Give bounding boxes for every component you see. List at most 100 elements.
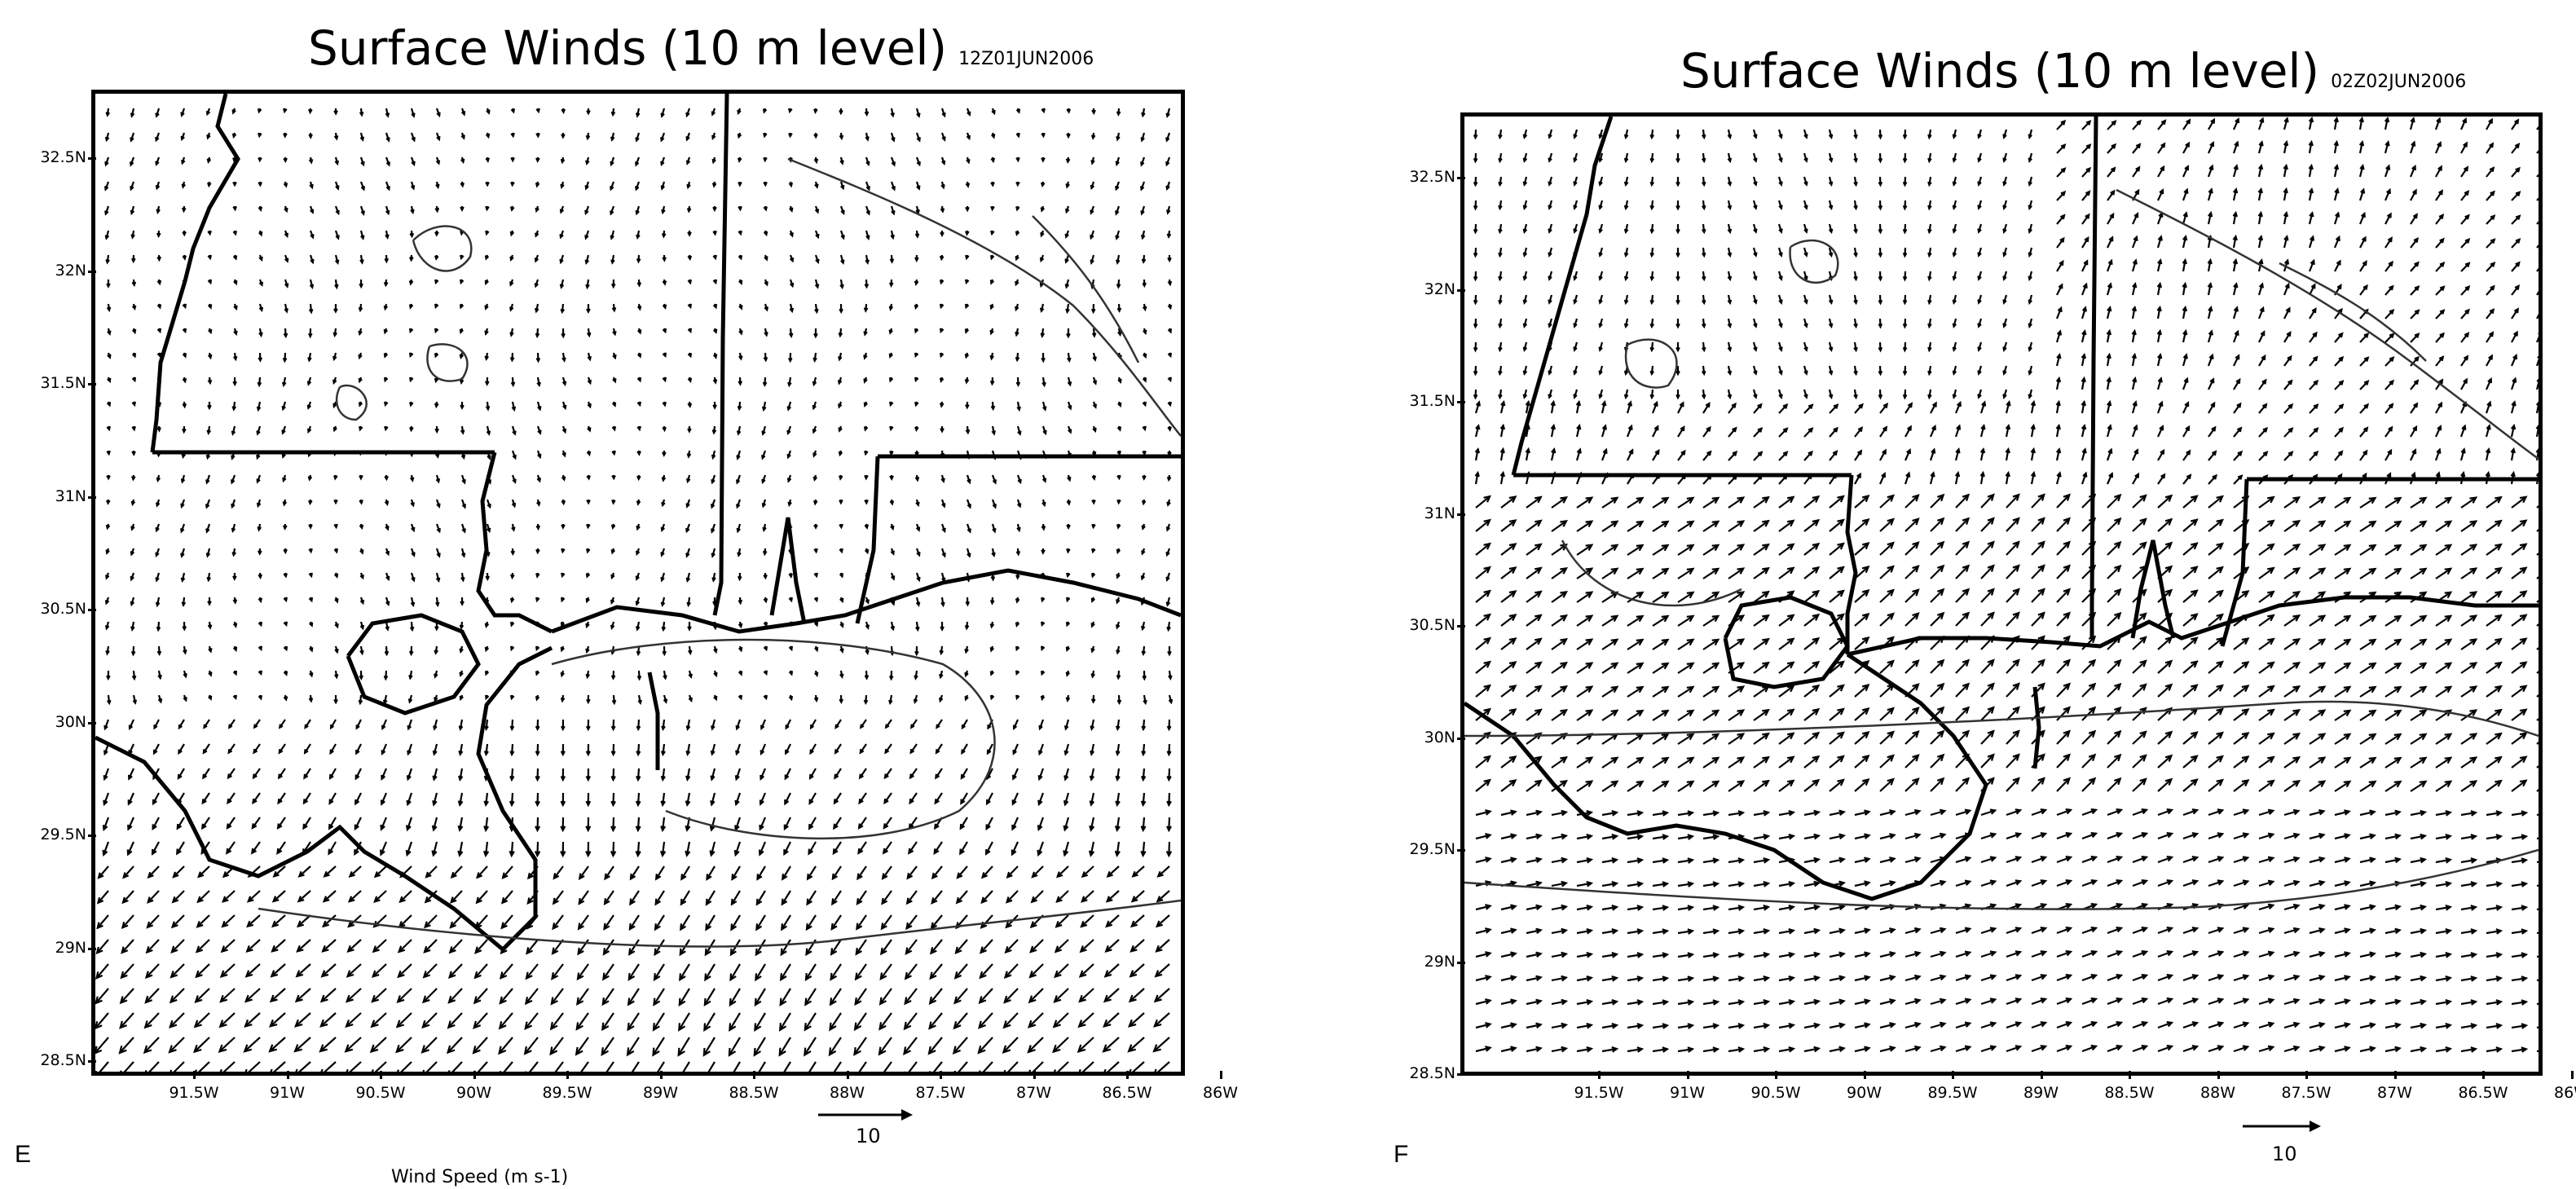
wind-vector-head [1067,381,1072,387]
wind-vector-head [106,699,112,706]
wind-vector [678,1012,690,1031]
wind-vector [498,1037,513,1055]
wind-vector-head [534,283,539,288]
wind-vector-head [626,1047,635,1057]
wind-vector-head [904,971,912,980]
wind-vector-head [177,773,183,780]
la-delta-coast [95,645,553,953]
wind-vector-head [333,308,338,314]
wind-vector-head [457,825,464,832]
title-text: Surface Winds (10 m level) [1680,43,2320,99]
wind-vector-head [602,948,610,956]
wind-vector-head [485,157,490,163]
wind-vector-head [183,673,187,679]
wind-vector [986,792,993,804]
wind-vector [953,988,968,1004]
wind-vector-head [561,524,566,530]
wind-vector [396,1037,412,1053]
wind-vector-head [222,896,229,903]
wind-vector-head [535,525,541,531]
wind-vector-head [940,352,945,359]
wind-vector-head [611,450,616,456]
wind-vector [881,890,892,905]
wind-vector-head [2085,213,2090,219]
wind-vector-head [284,308,288,314]
wind-vector-head [459,672,464,677]
wind-vector-head [1052,1019,1061,1028]
wind-vector [783,841,791,855]
wind-vector-head [278,724,284,729]
longitude-tick [1033,1071,1036,1079]
wind-vector-head [1878,252,1883,258]
wind-vector [328,841,337,855]
wind-vector-head [654,898,662,906]
wind-vector [806,890,817,905]
wind-vector-head [509,622,515,628]
wind-vector-head [858,773,864,780]
wind-vector-head [1498,299,1503,306]
wind-vector-head [436,503,441,509]
wind-vector-head [535,357,541,363]
wind-vector-head [106,402,112,407]
wind-vector-head [1701,299,1706,306]
wind-vector-head [561,476,566,482]
wind-vector-head [128,724,134,730]
wind-vector-head [677,1047,685,1057]
wind-vector-head [880,923,887,931]
wind-vector-head [636,500,641,506]
wind-vector-head [1116,474,1121,481]
wind-vector-head [170,921,178,929]
wind-vector [882,865,892,879]
wind-vector-head [685,503,690,509]
wind-vector-head [992,528,997,534]
wind-vector-head [2464,190,2470,196]
wind-vector-head [498,1046,507,1055]
wind-vector-head [226,848,232,855]
wind-vector-head [2385,164,2391,170]
wind-vector [703,1012,716,1031]
wind-vector-head [585,597,590,604]
wind-vector [1129,988,1145,1002]
wind-vector-head [303,749,309,755]
wind-vector-head [1165,526,1171,532]
wind-vector-head [1853,228,1858,235]
wind-vector-head [755,973,762,982]
wind-vector-head [295,970,304,978]
wind-vector-head [1623,252,1629,258]
wind-vector [380,817,388,830]
wind-vector-head [904,997,912,1006]
wind-vector-head [2084,236,2089,242]
wind-vector-head [1015,231,1020,236]
wind-vector [244,1037,261,1052]
wind-vector-head [865,599,870,605]
wind-vector-head [965,279,970,285]
wind-vector-head [763,206,768,212]
wind-vector [731,890,741,905]
wind-vector-head [1803,157,1808,163]
wind-vector-head [881,897,888,905]
wind-vector-head [180,553,185,558]
wind-vector-head [408,304,414,310]
wind-vector-head [1165,185,1170,192]
wind-vector [1006,865,1019,879]
wind-vector [222,1061,236,1072]
wind-vector-head [1116,524,1121,530]
wind-vector-head [1005,921,1012,929]
wind-vector-head [585,800,592,808]
wind-vector-head [903,1046,911,1056]
wind-vector-head [534,258,539,263]
wind-vector-head [1727,252,1733,258]
wind-vector-head [1041,501,1046,508]
wind-vector-head [1002,1020,1011,1029]
wind-vector-head [310,234,315,240]
wind-vector-head [535,157,540,164]
wind-vector-head [1166,626,1171,632]
wind-vector-head [460,454,466,460]
wind-vector-head [1017,430,1022,436]
wind-vector-head [2208,210,2213,218]
wind-vector-head [808,848,814,856]
wind-vector-head [156,304,162,310]
wind-vector [753,1037,766,1056]
wind-vector [959,817,968,830]
wind-vector-head [143,1045,152,1055]
